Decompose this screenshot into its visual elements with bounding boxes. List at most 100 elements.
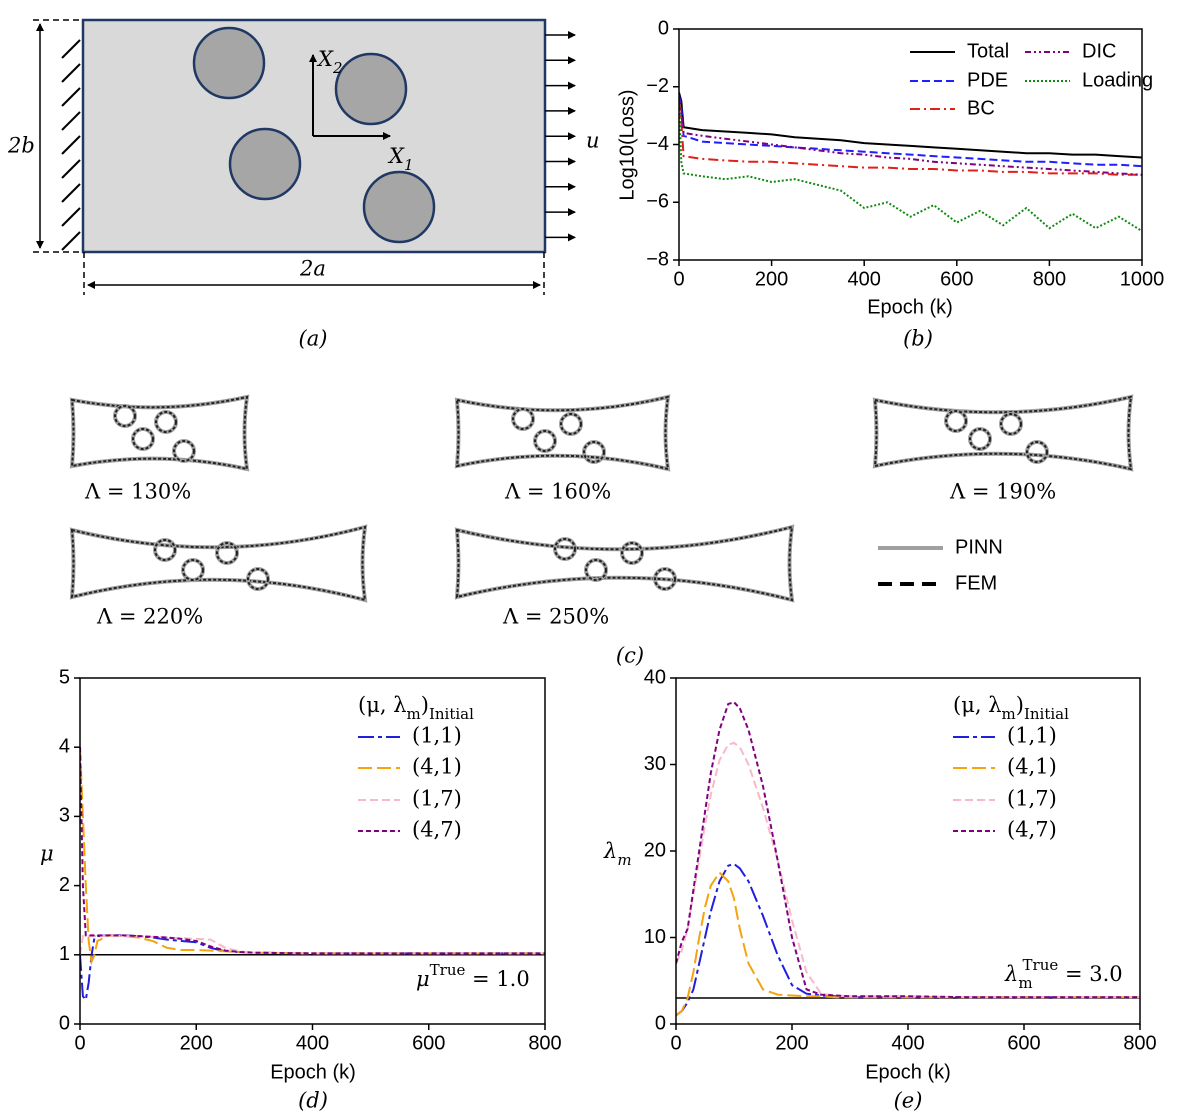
shape-label: Λ = 250% xyxy=(502,605,609,629)
y-tick-label: 0 xyxy=(658,17,669,39)
series-line xyxy=(676,871,1140,1017)
x-tick-label: 200 xyxy=(775,1032,808,1054)
x-tick-label: 0 xyxy=(74,1032,85,1054)
inclusion xyxy=(228,127,302,201)
series-line xyxy=(676,701,1140,999)
fem-inclusion xyxy=(1026,441,1048,463)
legend-label: Total xyxy=(967,40,1009,62)
fem-outline xyxy=(455,525,794,602)
legend-label: PINN xyxy=(955,536,1003,558)
y-tick-label: −2 xyxy=(646,75,669,97)
fem-inclusion xyxy=(534,430,556,452)
x-tick-label: 600 xyxy=(1007,1032,1040,1054)
fem-inclusion xyxy=(247,568,269,590)
hatch xyxy=(61,231,81,251)
fem-inclusion xyxy=(654,568,676,590)
legend-label: FEM xyxy=(955,572,997,594)
series-line xyxy=(80,747,545,955)
x-tick-label: 400 xyxy=(848,268,881,290)
x-axis-label: Epoch (k) xyxy=(867,296,953,318)
width-label: 2a xyxy=(299,257,326,281)
series-line xyxy=(80,935,545,955)
fem-inclusion xyxy=(132,428,154,450)
height-label: 2b xyxy=(7,134,35,158)
fem-inclusion xyxy=(1000,413,1022,435)
legend-label: (4,7) xyxy=(412,818,462,842)
schematic: X2 X1 u 2b 2a (a) xyxy=(7,18,600,351)
caption: (a) xyxy=(299,327,328,351)
hatch xyxy=(61,183,81,203)
series-line xyxy=(679,92,1142,159)
fem-inclusion xyxy=(114,405,136,427)
series-line xyxy=(679,95,1142,168)
fem-inclusion xyxy=(512,408,534,430)
hatch xyxy=(61,63,81,83)
caption: (b) xyxy=(903,327,933,351)
x-tick-label: 1000 xyxy=(1120,268,1165,290)
hatch xyxy=(61,207,81,227)
plot-frame xyxy=(675,677,1141,1025)
series-line xyxy=(80,747,545,966)
y-tick-label: 10 xyxy=(644,926,666,948)
hatch xyxy=(61,159,81,179)
legend-label: PDE xyxy=(967,69,1008,91)
x-tick-label: 400 xyxy=(891,1032,924,1054)
y-tick-label: 30 xyxy=(644,753,666,775)
hatch xyxy=(61,111,81,131)
x-tick-label: 200 xyxy=(755,268,788,290)
deformation-panel: PINN FEM (c) Λ = 130% Λ = 160% Λ = 190% Λ =… xyxy=(69,394,1134,668)
legend-label: BC xyxy=(967,97,995,119)
fem-inclusion xyxy=(560,413,582,435)
x-tick-label: 800 xyxy=(528,1032,561,1054)
chart: 0 1 2 3 4 5 0 200 400 600 800 (1,1) (4,1) (1,7) (4,7) E… xyxy=(59,666,562,1112)
inclusion xyxy=(362,170,436,244)
pinn-outline xyxy=(872,394,1134,472)
pinn-outline xyxy=(454,394,671,472)
legend-title: (μ, λm)Initial xyxy=(358,693,474,724)
x-tick-label: 600 xyxy=(940,268,973,290)
x-tick-label: 200 xyxy=(180,1032,213,1054)
y-tick-label: 40 xyxy=(644,666,666,688)
x-tick-label: 0 xyxy=(673,268,684,290)
legend-title: (μ, λm)Initial xyxy=(953,693,1069,724)
x-tick-label: 400 xyxy=(296,1032,329,1054)
y-axis-label: Log10(Loss) xyxy=(616,89,638,200)
fem-inclusion xyxy=(969,428,991,450)
y-tick-label: −4 xyxy=(646,133,669,155)
y-tick-label: 1 xyxy=(59,943,70,965)
fem-inclusion xyxy=(621,542,643,564)
x2-label: X2 xyxy=(316,47,343,78)
legend-label: Loading xyxy=(1082,69,1153,91)
x-tick-label: 0 xyxy=(670,1032,681,1054)
inclusions xyxy=(192,26,436,244)
legend-label: (4,7) xyxy=(1007,818,1057,842)
x-tick-label: 600 xyxy=(412,1032,445,1054)
inclusion xyxy=(334,52,408,126)
legend-label: (4,1) xyxy=(412,755,462,779)
fem-inclusion xyxy=(945,410,967,432)
x-axis-label: Epoch (k) xyxy=(270,1061,356,1083)
fem-inclusion xyxy=(173,440,195,462)
shape-label: Λ = 130% xyxy=(84,480,191,504)
fem-inclusion xyxy=(554,538,576,560)
shape-label: Λ = 220% xyxy=(96,605,203,629)
x1-label: X1 xyxy=(387,144,414,175)
load-label: u xyxy=(586,129,600,153)
legend-label: (4,1) xyxy=(1007,755,1057,779)
fem-outline xyxy=(70,525,367,602)
hatch xyxy=(61,135,81,155)
y-tick-label: −6 xyxy=(646,191,669,213)
y-axis-label: λm xyxy=(603,839,632,870)
plot-frame xyxy=(678,28,1143,261)
fem-inclusion xyxy=(585,559,607,581)
y-axis-label: μ xyxy=(40,842,54,866)
y-tick-label: 0 xyxy=(59,1012,70,1034)
hatch xyxy=(61,39,81,59)
shape-label: Λ = 160% xyxy=(504,480,611,504)
fem-outline xyxy=(70,395,249,471)
shape-label: Λ = 190% xyxy=(949,480,1056,504)
annotation: μTrue = 1.0 xyxy=(416,961,530,991)
fem-inclusion xyxy=(154,539,176,561)
annotation: λmTrue = 3.0 xyxy=(1004,956,1123,992)
